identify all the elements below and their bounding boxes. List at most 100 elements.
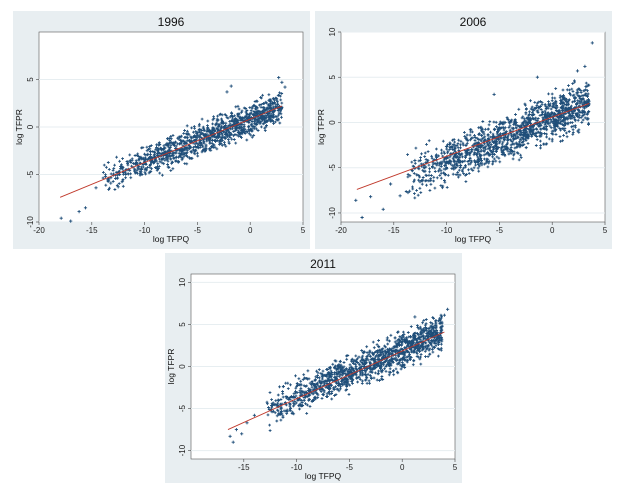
scatter-point bbox=[266, 103, 270, 107]
scatter-point bbox=[247, 128, 250, 132]
scatter-point bbox=[413, 196, 417, 200]
scatter-point bbox=[538, 105, 542, 108]
scatter-point bbox=[566, 100, 570, 103]
scatter-point bbox=[398, 194, 402, 198]
scatter-point bbox=[273, 403, 276, 407]
scatter-point bbox=[571, 132, 575, 136]
scatter-point bbox=[576, 99, 580, 103]
scatter-point bbox=[543, 132, 546, 135]
scatter-point bbox=[263, 115, 266, 119]
scatter-point bbox=[186, 155, 189, 159]
scatter-point bbox=[182, 154, 186, 158]
y-tick-label: 10 bbox=[328, 27, 337, 36]
scatter-point bbox=[464, 144, 468, 147]
scatter-point bbox=[348, 377, 352, 381]
scatter-point bbox=[377, 345, 380, 348]
scatter-point bbox=[364, 370, 367, 374]
scatter-point bbox=[491, 132, 495, 136]
scatter-point bbox=[228, 124, 232, 127]
scatter-point bbox=[341, 369, 345, 372]
scatter-point bbox=[477, 145, 481, 149]
scatter-point bbox=[413, 158, 417, 163]
scatter-point bbox=[235, 118, 239, 122]
scatter-point bbox=[550, 111, 553, 115]
scatter-point bbox=[517, 158, 521, 162]
scatter-point bbox=[543, 123, 547, 127]
scatter-point bbox=[465, 133, 469, 137]
scatter-point bbox=[253, 118, 257, 122]
scatter-point bbox=[321, 374, 325, 378]
scatter-point bbox=[230, 111, 233, 115]
scatter-point bbox=[253, 125, 257, 129]
scatter-point bbox=[133, 167, 137, 171]
scatter-point bbox=[555, 123, 559, 127]
scatter-point bbox=[568, 113, 572, 117]
scatter-point bbox=[442, 167, 446, 171]
scatter-point bbox=[252, 112, 256, 116]
scatter-point bbox=[279, 418, 283, 422]
scatter-point bbox=[421, 321, 424, 325]
scatter-point bbox=[533, 101, 537, 104]
scatter-point bbox=[235, 133, 239, 137]
scatter-point bbox=[139, 172, 142, 176]
scatter-point bbox=[403, 352, 406, 356]
scatter-point bbox=[476, 148, 480, 152]
scatter-point bbox=[281, 385, 285, 389]
scatter-point bbox=[570, 125, 573, 129]
scatter-point bbox=[384, 360, 387, 364]
scatter-point bbox=[126, 163, 130, 167]
scatter-point bbox=[480, 161, 484, 165]
scatter-point bbox=[213, 139, 216, 142]
scatter-point bbox=[487, 161, 491, 165]
scatter-point bbox=[207, 130, 211, 133]
scatter-point bbox=[276, 118, 280, 122]
scatter-point bbox=[431, 322, 434, 326]
scatter-point bbox=[498, 122, 502, 126]
scatter-point bbox=[227, 129, 230, 133]
scatter-point bbox=[401, 363, 405, 366]
scatter-point bbox=[234, 105, 238, 109]
scatter-point bbox=[583, 110, 586, 113]
scatter-point bbox=[355, 377, 359, 380]
scatter-point bbox=[364, 361, 368, 364]
scatter-point bbox=[439, 171, 443, 175]
scatter-point bbox=[330, 371, 334, 374]
scatter-point bbox=[343, 368, 347, 372]
scatter-point bbox=[354, 363, 357, 366]
scatter-point bbox=[316, 396, 320, 399]
scatter-point bbox=[443, 179, 446, 182]
scatter-point bbox=[478, 132, 481, 136]
scatter-point bbox=[486, 142, 489, 146]
y-tick-label: -10 bbox=[328, 207, 337, 219]
scatter-point bbox=[471, 169, 475, 172]
scatter-point bbox=[472, 142, 476, 146]
scatter-point bbox=[436, 340, 440, 344]
scatter-point bbox=[585, 104, 589, 108]
scatter-point bbox=[210, 142, 214, 145]
scatter-panel-2011: 2011 -15 -10 -5 0 5 -10 -5 0 5 10 log TFPQ log TFPR bbox=[165, 253, 462, 483]
scatter-point bbox=[418, 325, 422, 329]
scatter-point bbox=[540, 113, 544, 117]
scatter-point bbox=[368, 370, 372, 374]
scatter-point bbox=[431, 165, 434, 169]
scatter-point bbox=[206, 119, 210, 123]
scatter-point bbox=[571, 124, 575, 128]
scatter-point bbox=[419, 345, 423, 348]
scatter-point bbox=[374, 371, 377, 375]
scatter-point bbox=[418, 186, 422, 190]
scatter-point bbox=[471, 136, 475, 140]
scatter-point bbox=[333, 371, 337, 374]
scatter-point bbox=[476, 166, 480, 170]
scatter-point bbox=[178, 135, 181, 139]
scatter-point bbox=[212, 117, 216, 120]
y-axis-label: log TFPR bbox=[166, 349, 176, 385]
scatter-point bbox=[258, 103, 261, 107]
scatter-point bbox=[284, 409, 288, 413]
scatter-point bbox=[437, 154, 440, 158]
scatter-point bbox=[590, 41, 594, 45]
scatter-point bbox=[469, 128, 473, 132]
scatter-point bbox=[539, 127, 543, 131]
scatter-point bbox=[129, 161, 133, 164]
scatter-point bbox=[339, 365, 342, 369]
scatter-point bbox=[484, 147, 487, 151]
